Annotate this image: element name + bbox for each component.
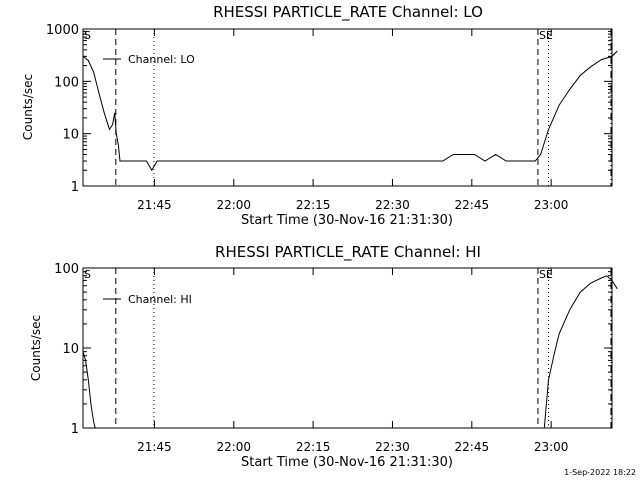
y-tick-label: 1000 [46,23,79,38]
x-tick-label: 21:45 [137,440,172,454]
date-stamp: 1-Sep-2022 18:22 [564,468,636,477]
legend-label-lo: Channel: LO [128,53,195,66]
x-tick-label: 21:45 [137,198,172,212]
ticks-hi: 21:45 22:00 22:15 22:30 22:45 23:00 1 10 100 [54,262,612,454]
x-axis-label-lo: Start Time (30-Nov-16 21:31:30) [241,213,453,228]
marker-label: SE [539,268,553,281]
y-axis-label-lo: Counts/sec [21,74,35,140]
y-tick-label: 1 [71,180,79,195]
markers-hi: S SE [84,268,612,428]
x-tick-label: 22:30 [375,198,410,212]
marker-label: S [84,29,91,42]
y-tick-label: 100 [54,75,79,90]
y-tick-label: 1 [71,422,79,437]
x-tick-label: 22:00 [216,440,251,454]
x-tick-label: 23:00 [534,198,569,212]
chart-lo: RHESSI PARTICLE_RATE Channel: LO Counts/… [21,3,618,228]
x-axis-label-hi: Start Time (30-Nov-16 21:31:30) [241,455,453,470]
series-line [82,351,96,429]
legend-label-hi: Channel: HI [128,293,192,306]
chart-title-lo: RHESSI PARTICLE_RATE Channel: LO [213,3,483,22]
series-lo [82,50,618,172]
chart-title-hi: RHESSI PARTICLE_RATE Channel: HI [215,243,481,262]
marker-label: SE [539,29,553,42]
x-tick-label: 23:00 [534,440,569,454]
y-tick-label: 10 [62,342,79,357]
y-axis-label-hi: Counts/sec [29,315,43,381]
x-tick-label: 22:00 [216,198,251,212]
x-tick-label: 22:15 [296,440,331,454]
plot-frame-hi [82,267,613,429]
y-tick-label: 100 [54,262,79,277]
markers-lo: S SE [84,29,612,186]
series-line [543,275,618,429]
plot-frame-lo [82,28,613,187]
x-tick-label: 22:30 [375,440,410,454]
marker-label: S [84,268,91,281]
series-hi [82,275,618,429]
chart-hi: RHESSI PARTICLE_RATE Channel: HI Counts/… [29,243,618,470]
series-line [82,50,618,172]
x-tick-label: 22:45 [455,198,490,212]
x-tick-label: 22:45 [455,440,490,454]
y-tick-label: 10 [62,128,79,143]
ticks-lo: 21:45 22:00 22:15 22:30 22:45 23:00 1 10 100 1000 [46,23,612,212]
x-tick-label: 22:15 [296,198,331,212]
